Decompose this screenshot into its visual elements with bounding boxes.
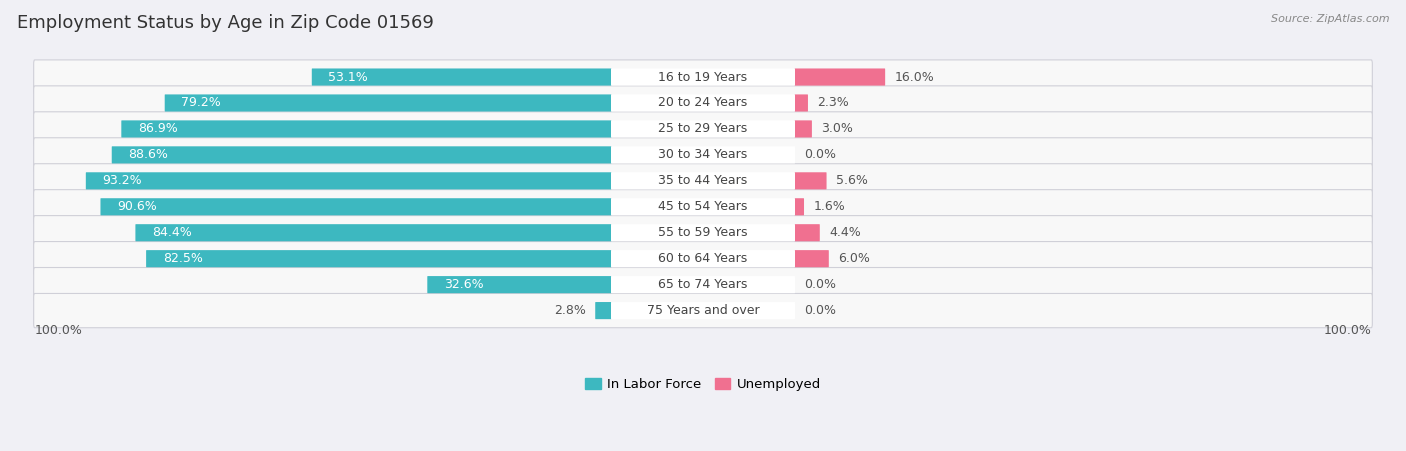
FancyBboxPatch shape [34,86,1372,120]
FancyBboxPatch shape [794,120,811,138]
Text: 1.6%: 1.6% [814,200,845,213]
Text: 5.6%: 5.6% [837,175,868,187]
Text: 25 to 29 Years: 25 to 29 Years [658,122,748,135]
FancyBboxPatch shape [794,94,808,111]
FancyBboxPatch shape [794,224,820,241]
Text: 2.3%: 2.3% [817,97,849,110]
Text: Source: ZipAtlas.com: Source: ZipAtlas.com [1271,14,1389,23]
Text: 65 to 74 Years: 65 to 74 Years [658,278,748,291]
Text: 0.0%: 0.0% [804,304,837,317]
Text: 32.6%: 32.6% [444,278,484,291]
FancyBboxPatch shape [612,250,794,267]
FancyBboxPatch shape [612,94,794,111]
FancyBboxPatch shape [34,294,1372,328]
FancyBboxPatch shape [34,138,1372,172]
FancyBboxPatch shape [612,146,794,163]
Text: 16 to 19 Years: 16 to 19 Years [658,70,748,83]
FancyBboxPatch shape [427,276,612,293]
Text: 90.6%: 90.6% [117,200,157,213]
FancyBboxPatch shape [34,164,1372,198]
FancyBboxPatch shape [794,69,886,86]
Text: 86.9%: 86.9% [138,122,177,135]
FancyBboxPatch shape [612,302,794,319]
Text: 100.0%: 100.0% [1323,323,1371,336]
Text: 60 to 64 Years: 60 to 64 Years [658,252,748,265]
Text: 82.5%: 82.5% [163,252,202,265]
FancyBboxPatch shape [612,276,794,293]
FancyBboxPatch shape [165,94,612,111]
FancyBboxPatch shape [612,120,794,138]
Text: 45 to 54 Years: 45 to 54 Years [658,200,748,213]
Text: 88.6%: 88.6% [128,148,169,161]
FancyBboxPatch shape [121,120,612,138]
Text: 35 to 44 Years: 35 to 44 Years [658,175,748,187]
FancyBboxPatch shape [312,69,612,86]
FancyBboxPatch shape [86,172,612,189]
FancyBboxPatch shape [612,69,794,86]
FancyBboxPatch shape [34,242,1372,276]
Text: 75 Years and over: 75 Years and over [647,304,759,317]
Text: 93.2%: 93.2% [103,175,142,187]
Text: 16.0%: 16.0% [894,70,935,83]
FancyBboxPatch shape [612,172,794,189]
Text: 55 to 59 Years: 55 to 59 Years [658,226,748,239]
FancyBboxPatch shape [135,224,612,241]
Text: 53.1%: 53.1% [329,70,368,83]
Text: 100.0%: 100.0% [35,323,83,336]
Text: Employment Status by Age in Zip Code 01569: Employment Status by Age in Zip Code 015… [17,14,433,32]
Text: 20 to 24 Years: 20 to 24 Years [658,97,748,110]
FancyBboxPatch shape [111,146,612,163]
Text: 30 to 34 Years: 30 to 34 Years [658,148,748,161]
FancyBboxPatch shape [794,172,827,189]
FancyBboxPatch shape [34,190,1372,224]
FancyBboxPatch shape [34,216,1372,250]
Text: 0.0%: 0.0% [804,278,837,291]
Text: 3.0%: 3.0% [821,122,853,135]
Text: 0.0%: 0.0% [804,148,837,161]
Text: 4.4%: 4.4% [830,226,860,239]
FancyBboxPatch shape [146,250,612,267]
FancyBboxPatch shape [34,60,1372,94]
Text: 6.0%: 6.0% [838,252,870,265]
FancyBboxPatch shape [612,224,794,241]
Text: 79.2%: 79.2% [181,97,221,110]
FancyBboxPatch shape [794,250,828,267]
FancyBboxPatch shape [595,302,612,319]
FancyBboxPatch shape [34,267,1372,302]
FancyBboxPatch shape [794,198,804,215]
Text: 84.4%: 84.4% [152,226,191,239]
Text: 2.8%: 2.8% [554,304,586,317]
FancyBboxPatch shape [34,112,1372,146]
Legend: In Labor Force, Unemployed: In Labor Force, Unemployed [579,373,827,396]
FancyBboxPatch shape [100,198,612,215]
FancyBboxPatch shape [612,198,794,215]
